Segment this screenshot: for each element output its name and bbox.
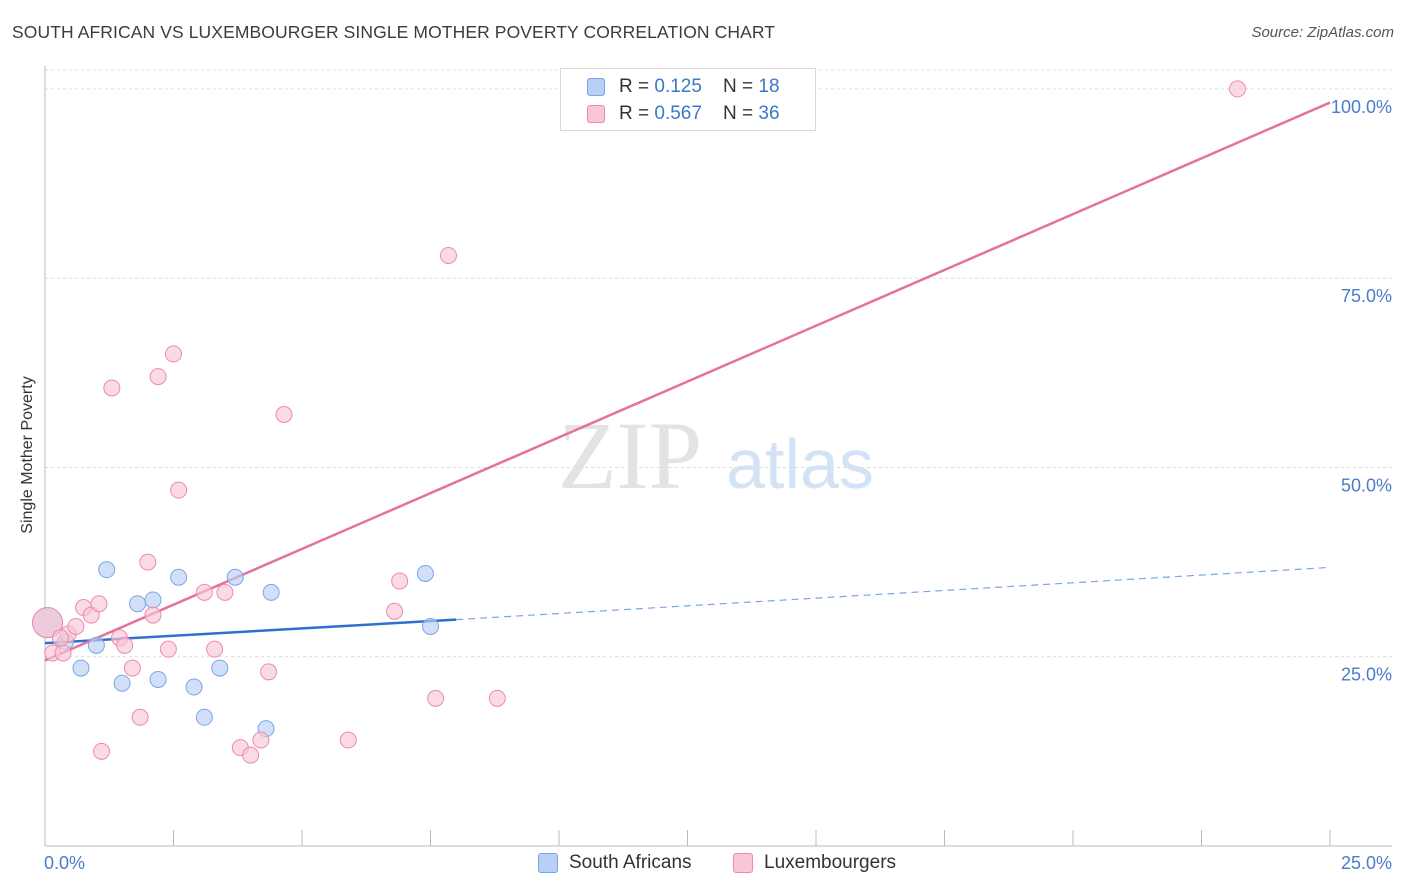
point-luxembourgers [116, 636, 134, 654]
point-south-africans [185, 678, 203, 696]
point-south-africans [72, 659, 90, 677]
tick-labels: 25.0% 50.0% 75.0% 100.0% 0.0% 25.0% [44, 97, 1392, 873]
point-south-africans [422, 617, 439, 635]
data-points [32, 80, 1246, 764]
legend-n-value: 18 [758, 76, 780, 97]
point-luxembourgers [54, 644, 72, 662]
series-swatch-blue [538, 853, 558, 873]
point-luxembourgers [32, 607, 64, 639]
point-luxembourgers [439, 246, 457, 264]
series-label: South Africans [569, 852, 692, 873]
point-luxembourgers [131, 708, 149, 726]
point-south-africans [149, 670, 167, 688]
legend-n-label: N = [723, 103, 759, 124]
point-luxembourgers [67, 617, 85, 635]
point-luxembourgers [170, 481, 188, 499]
point-south-africans [416, 564, 434, 582]
legend-n-label: N = [723, 76, 759, 97]
point-luxembourgers [144, 606, 162, 624]
point-luxembourgers [159, 640, 177, 658]
legend-r-value: 0.125 [654, 76, 702, 97]
legend-r-label: R = [619, 76, 655, 97]
trend-line-south-africans [44, 618, 457, 645]
series-label: Luxembourgers [764, 852, 897, 873]
point-luxembourgers [90, 595, 108, 613]
point-luxembourgers [165, 345, 182, 363]
point-luxembourgers [275, 405, 293, 423]
legend-swatch-pink [587, 105, 605, 123]
series-legend: South Africans Luxembourgers [0, 852, 1406, 878]
point-luxembourgers [391, 572, 409, 590]
x-tick-label: 0.0% [44, 853, 85, 873]
point-south-africans [87, 636, 105, 654]
point-luxembourgers [242, 746, 260, 764]
point-south-africans [144, 591, 162, 609]
correlation-legend: R = 0.125 N = 18 R = 0.567 N = 36 [560, 68, 816, 131]
x-tick-label: 25.0% [1341, 853, 1392, 873]
point-luxembourgers [206, 640, 224, 658]
gridlines [45, 69, 1392, 658]
trend-line-south-africans-projection [456, 566, 1331, 621]
chart-title: SOUTH AFRICAN VS LUXEMBOURGER SINGLE MOT… [12, 22, 776, 42]
watermark: ZIP atlas [558, 402, 874, 509]
point-luxembourgers [149, 368, 167, 386]
series-swatch-pink [733, 853, 753, 873]
point-south-africans [129, 595, 147, 613]
point-luxembourgers [252, 731, 270, 749]
watermark-atlas: atlas [726, 425, 874, 503]
point-south-africans [195, 708, 213, 726]
y-tick-label: 75.0% [1341, 286, 1392, 306]
point-south-africans [98, 561, 116, 579]
legend-n-value: 36 [758, 103, 780, 124]
watermark-zip: ZIP [558, 402, 702, 509]
point-luxembourgers [260, 663, 278, 681]
point-luxembourgers [488, 689, 506, 707]
point-luxembourgers [216, 583, 234, 601]
point-south-africans [262, 583, 280, 601]
point-south-africans [113, 674, 131, 692]
point-luxembourgers [103, 379, 121, 397]
point-luxembourgers [139, 553, 157, 571]
point-luxembourgers [386, 602, 404, 620]
point-luxembourgers [51, 629, 69, 647]
y-tick-label: 25.0% [1341, 665, 1392, 685]
axes [44, 66, 1392, 847]
point-luxembourgers [1228, 80, 1246, 98]
y-tick-label: 50.0% [1341, 475, 1392, 495]
point-luxembourgers [195, 583, 213, 601]
point-south-africans [170, 568, 188, 586]
point-luxembourgers [123, 659, 141, 677]
point-south-africans [211, 659, 229, 677]
legend-swatch-blue [587, 78, 605, 96]
point-luxembourgers [93, 742, 111, 760]
point-south-africans [226, 568, 244, 586]
point-luxembourgers [339, 731, 357, 749]
legend-r-label: R = [619, 103, 655, 124]
trend-line-luxembourgers [44, 101, 1331, 662]
legend-r-value: 0.567 [654, 103, 702, 124]
source-credit: Source: ZipAtlas.com [1251, 24, 1394, 41]
point-luxembourgers [427, 689, 445, 707]
y-tick-label: 100.0% [1331, 97, 1392, 117]
